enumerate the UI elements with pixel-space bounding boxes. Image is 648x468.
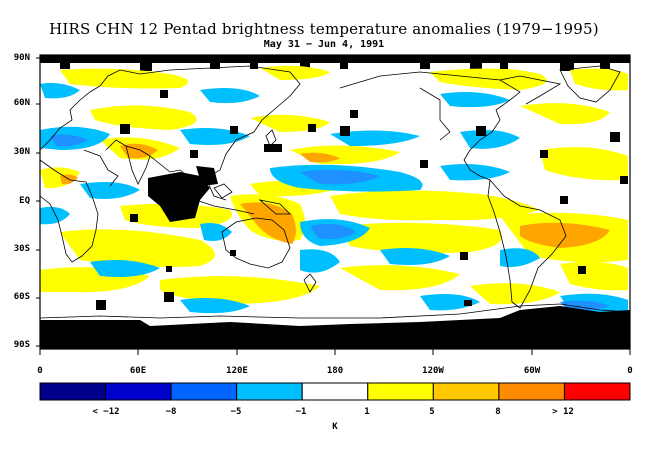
colorbar-swatch bbox=[301, 382, 369, 401]
missing-data-south bbox=[40, 306, 630, 349]
colorbar-label: −1 bbox=[295, 407, 307, 417]
strong-negative-anomaly-regions bbox=[50, 134, 610, 311]
map-subtitle: May 31 − Jun 4, 1991 bbox=[263, 39, 385, 50]
colorbar-label: 5 bbox=[429, 407, 435, 417]
lon-label-0-east: 0 bbox=[627, 366, 633, 376]
lon-label-180: 180 bbox=[326, 366, 344, 376]
lat-label-eq: EQ bbox=[19, 196, 30, 206]
lon-label-60e: 60E bbox=[129, 366, 147, 376]
coastlines bbox=[39, 65, 631, 319]
colorbar-label: 1 bbox=[364, 407, 370, 417]
lat-label-90s: 90S bbox=[13, 340, 30, 350]
colorbar-label: 8 bbox=[495, 407, 501, 417]
colorbar-swatch bbox=[105, 382, 172, 401]
longitude-ticks bbox=[39, 349, 631, 355]
colorbar bbox=[39, 382, 631, 401]
lat-label-60s: 60S bbox=[13, 292, 30, 302]
lat-label-30n: 30N bbox=[13, 147, 30, 157]
colorbar-swatch bbox=[432, 382, 500, 401]
lon-label-60w: 60W bbox=[523, 366, 541, 376]
colorbar-swatch bbox=[39, 382, 107, 401]
lon-label-120w: 120W bbox=[422, 366, 444, 376]
lat-label-30s: 30S bbox=[13, 244, 30, 254]
colorbar-swatch bbox=[367, 382, 434, 401]
colorbar-label: < −12 bbox=[92, 407, 120, 417]
lon-label-0: 0 bbox=[37, 366, 43, 376]
colorbar-label: −8 bbox=[165, 407, 177, 417]
colorbar-label: > 12 bbox=[552, 407, 574, 417]
map-plot-area bbox=[39, 54, 631, 350]
colorbar-unit: K bbox=[332, 422, 338, 432]
lat-label-60n: 60N bbox=[13, 98, 30, 108]
colorbar-label: −5 bbox=[230, 407, 242, 417]
missing-data-blocks bbox=[96, 90, 628, 310]
lat-label-90n: 90N bbox=[13, 53, 30, 63]
colorbar-swatch bbox=[563, 382, 631, 401]
colorbar-swatch bbox=[498, 382, 565, 401]
lon-label-120e: 120E bbox=[226, 366, 248, 376]
colorbar-swatch bbox=[170, 382, 238, 401]
colorbar-swatch bbox=[236, 382, 303, 401]
map-title: HIRS CHN 12 Pentad brightness temperatur… bbox=[49, 20, 599, 38]
latitude-ticks bbox=[36, 57, 40, 347]
